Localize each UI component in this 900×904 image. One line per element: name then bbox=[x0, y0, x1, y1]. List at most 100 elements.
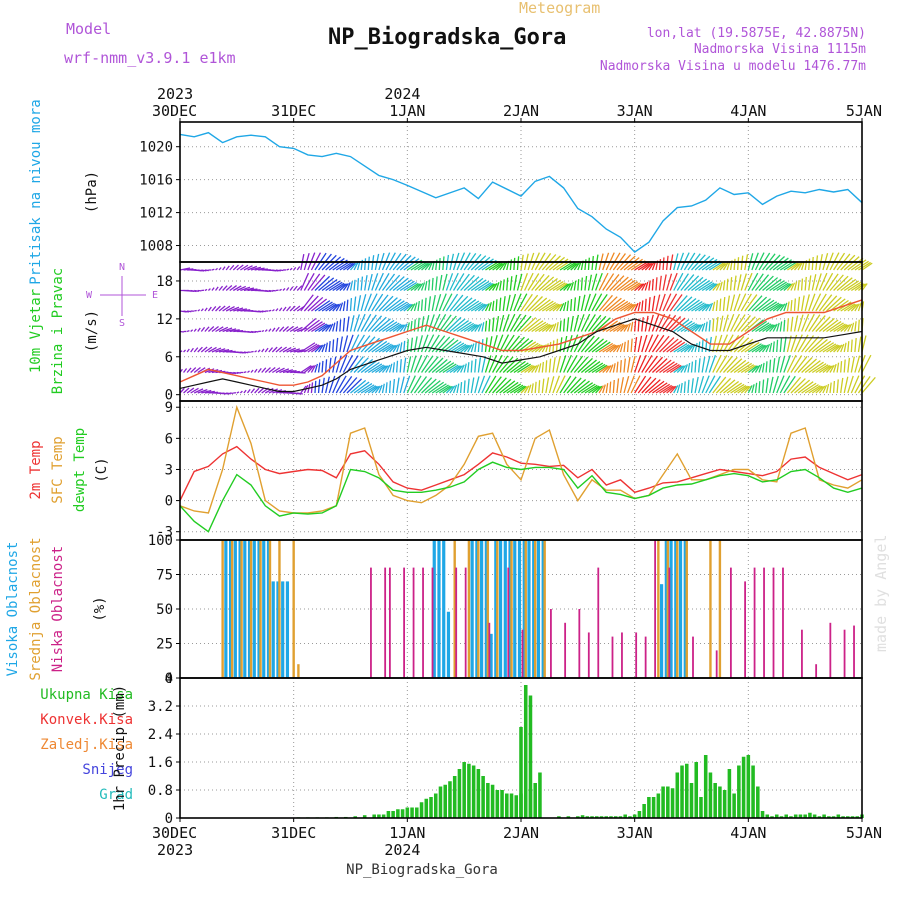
cloud-bar bbox=[588, 632, 590, 678]
y-tick-label: 12 bbox=[156, 312, 173, 328]
wind-barb bbox=[507, 278, 508, 291]
precip-bar bbox=[410, 808, 414, 819]
wind-barb bbox=[681, 383, 682, 393]
cloud-bar bbox=[477, 540, 479, 678]
precip-bar bbox=[685, 764, 689, 818]
wind-barb bbox=[226, 266, 229, 270]
wind-barb bbox=[287, 269, 289, 270]
wind-barb bbox=[194, 348, 198, 352]
cloud-bar bbox=[447, 612, 450, 678]
wind-barb bbox=[496, 299, 497, 311]
wind-barb bbox=[663, 275, 666, 291]
wind-barb bbox=[457, 384, 459, 393]
wind-barb bbox=[791, 300, 792, 311]
wind-barb bbox=[216, 268, 218, 270]
panel-label: 2m Temp bbox=[28, 440, 44, 499]
wind-barb bbox=[443, 274, 447, 291]
wind-barb bbox=[667, 256, 668, 270]
wind-barb bbox=[503, 279, 504, 290]
wind-barb bbox=[539, 363, 541, 372]
precip-bar bbox=[496, 790, 500, 818]
wind-barb bbox=[731, 277, 732, 290]
wind-barb bbox=[400, 377, 404, 393]
cloud-bar bbox=[543, 540, 545, 678]
precip-bar bbox=[642, 804, 646, 818]
wind-barb bbox=[500, 298, 501, 311]
wind-barb bbox=[432, 278, 433, 291]
wind-barb bbox=[535, 382, 536, 393]
wind-barb bbox=[184, 368, 187, 372]
wind-barb bbox=[240, 391, 242, 393]
wind-barb bbox=[475, 359, 476, 373]
wind-barb bbox=[400, 342, 402, 352]
cloud-bar bbox=[773, 568, 775, 678]
wind-barb bbox=[425, 298, 426, 311]
x-label-bottom: 2JAN bbox=[503, 824, 539, 842]
precip-bar bbox=[713, 783, 717, 818]
wind-barb bbox=[631, 376, 640, 393]
wind-barb bbox=[649, 281, 650, 291]
wind-barb bbox=[471, 377, 474, 393]
precip-bar bbox=[486, 783, 490, 818]
cloud-bar bbox=[853, 626, 855, 678]
wind-barb bbox=[638, 302, 640, 311]
wind-barb bbox=[542, 379, 544, 393]
wind-barb bbox=[393, 379, 394, 393]
wind-barb bbox=[695, 377, 698, 393]
wind-barb bbox=[841, 361, 842, 372]
cloud-bar bbox=[507, 568, 509, 678]
wind-barb bbox=[588, 275, 591, 291]
wind-barb bbox=[475, 376, 479, 393]
wind-barb bbox=[489, 319, 490, 331]
wind-barb bbox=[191, 348, 194, 352]
wind-barb bbox=[276, 309, 278, 311]
cloud-bar bbox=[262, 540, 265, 678]
precip-bar bbox=[657, 794, 661, 819]
x-label-top: 30DEC bbox=[152, 102, 197, 120]
wind-barb bbox=[553, 357, 555, 372]
wind-barb bbox=[574, 315, 578, 332]
wind-barb bbox=[358, 295, 361, 311]
wind-barb bbox=[336, 338, 337, 352]
wind-barb bbox=[546, 377, 549, 393]
wind-barb bbox=[649, 315, 653, 332]
wind-barb bbox=[578, 279, 579, 290]
wind-barb bbox=[340, 337, 343, 352]
wind-barb bbox=[802, 279, 803, 291]
precip-bar bbox=[671, 788, 675, 818]
wind-barb bbox=[581, 295, 584, 311]
wind-barb bbox=[642, 317, 644, 331]
wind-barb bbox=[191, 330, 193, 332]
wind-barb bbox=[585, 276, 587, 290]
cloud-bar bbox=[510, 540, 512, 678]
wind-barb bbox=[848, 358, 850, 373]
wind-barb bbox=[805, 277, 806, 291]
panel-unit: (%) bbox=[92, 596, 108, 621]
cloud-bar bbox=[297, 664, 299, 678]
wind-barb bbox=[574, 297, 575, 311]
wind-barb bbox=[382, 384, 384, 393]
wind-barb bbox=[784, 320, 785, 332]
cloud-bar bbox=[471, 540, 474, 678]
wind-barb bbox=[482, 322, 484, 331]
panel-unit: (m/s) bbox=[84, 310, 100, 352]
wind-barb bbox=[340, 320, 341, 332]
wind-barb bbox=[510, 259, 511, 270]
wind-barb bbox=[656, 277, 657, 290]
wind-barb bbox=[510, 276, 511, 290]
wind-barb bbox=[787, 302, 789, 311]
wind-barb bbox=[759, 381, 760, 393]
panel-label: SFC Temp bbox=[50, 436, 66, 503]
wind-barb bbox=[624, 342, 625, 352]
wind-barb bbox=[468, 362, 469, 372]
footer-station: NP_Biogradska_Gora bbox=[346, 862, 498, 878]
wind-barb bbox=[436, 276, 437, 290]
wind-barb bbox=[361, 277, 362, 291]
cloud-bar bbox=[657, 540, 659, 678]
wind-barb bbox=[620, 377, 623, 393]
wind-barb bbox=[319, 363, 320, 373]
precip-bar bbox=[396, 809, 400, 818]
wind-barb bbox=[830, 383, 831, 393]
cloud-bar bbox=[292, 540, 294, 678]
wind-barb bbox=[287, 288, 289, 291]
